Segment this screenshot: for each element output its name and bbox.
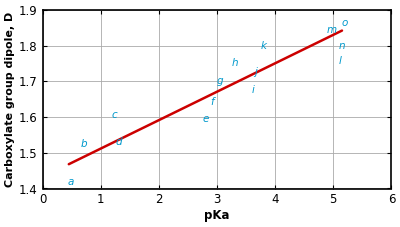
Text: o: o [342,18,348,28]
Text: e: e [202,114,209,124]
Y-axis label: Carboxylate group dipole, D: Carboxylate group dipole, D [5,12,15,187]
Text: n: n [338,41,345,51]
Text: d: d [115,137,122,147]
Text: l: l [338,56,341,66]
Text: k: k [261,41,267,51]
Text: i: i [251,84,254,94]
Text: c: c [112,110,118,120]
Text: f: f [211,97,214,107]
X-axis label: pKa: pKa [204,209,230,222]
Text: m: m [327,25,337,35]
Text: j: j [254,67,257,77]
Text: a: a [68,177,74,187]
Text: h: h [232,58,239,68]
Text: b: b [81,139,88,149]
Text: g: g [217,76,224,86]
